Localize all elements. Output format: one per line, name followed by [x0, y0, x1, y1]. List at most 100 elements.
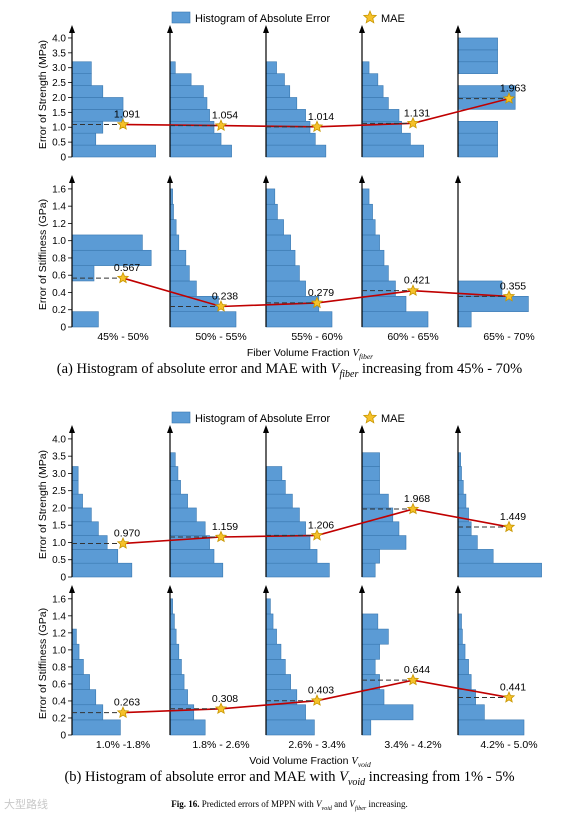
legend-swatch-histogram [171, 11, 191, 24]
caption-b-sub: void [347, 776, 366, 788]
panel-strength: Error of Strength (MPa) 0 0.5 1.0 1.5 2.0 2.5 3… [37, 25, 526, 164]
x-category-label: 55% - 60% [291, 331, 342, 343]
mae-data-label: 0.238 [212, 290, 238, 302]
mae-data-label: 1.159 [212, 521, 238, 533]
mae-data-label: 1.963 [500, 83, 526, 95]
histogram-bin [71, 493, 83, 509]
y-tick-label: 0 [60, 153, 66, 164]
histogram-bin [265, 507, 300, 523]
mae-marker [214, 530, 228, 543]
histogram-bin [361, 549, 380, 564]
mae-marker [310, 694, 324, 706]
axis-arrow [167, 25, 173, 33]
axis-arrow [455, 25, 461, 33]
axis-arrow [69, 25, 75, 33]
caption-a-prefix: (a) Histogram of absolute error and MAE … [56, 361, 327, 377]
histogram-bin [169, 452, 176, 467]
y-tick-label: 1.0 [52, 236, 66, 247]
histogram-bin [457, 144, 498, 158]
axis-arrow [455, 175, 461, 183]
x-axis-label-var: V [351, 756, 359, 767]
histogram-bin [361, 493, 389, 509]
histogram-bin [457, 49, 498, 63]
histogram-bin [71, 73, 92, 86]
histogram-bin [265, 249, 296, 266]
mae-marker [116, 536, 130, 549]
axis-arrow [263, 25, 269, 33]
caption-b-var: V [339, 769, 348, 785]
histogram-bin [361, 613, 379, 630]
y-tick-label: 1.2 [52, 628, 66, 639]
histogram-bin [169, 493, 188, 509]
histogram-bin [457, 659, 469, 675]
histogram-bin [361, 311, 429, 328]
mae-data-label: 0.441 [500, 681, 526, 693]
y-tick-label: 1.5 [52, 521, 66, 532]
histogram-bin [169, 144, 232, 158]
histogram-bin [361, 562, 376, 578]
caption-b-suffix: increasing from 1% - 5% [368, 769, 515, 785]
histogram-0 [69, 585, 121, 736]
mae-marker [116, 117, 130, 130]
legend: Histogram of Absolute Error MAE [171, 9, 405, 25]
histogram-4 [455, 175, 529, 328]
histogram-bin [169, 219, 177, 236]
caption-a-var: V [330, 361, 340, 377]
x-axis-label-text: Void Volume Fraction [249, 755, 351, 767]
axis-arrow [359, 585, 365, 593]
y-tick-label: 1.6 [52, 184, 66, 195]
histogram-bin [71, 507, 92, 523]
axis-arrow [455, 425, 461, 433]
histogram-bin [361, 689, 385, 706]
histogram-bin [169, 562, 224, 578]
axis-arrow [359, 25, 365, 33]
histogram-bin [169, 109, 210, 122]
y-tick-label: 0.8 [52, 662, 66, 673]
x-category-label: 1.8% - 2.6% [192, 739, 249, 751]
histogram-bin [169, 674, 185, 690]
histogram-bin [361, 535, 407, 550]
y-tick-label: 2.5 [52, 78, 66, 89]
caption-b: (b) Histogram of absolute error and MAE … [0, 769, 579, 788]
histogram-bin [71, 562, 133, 578]
histogram-0 [69, 425, 133, 578]
histogram-bin [457, 562, 542, 578]
histogram-bin [169, 689, 188, 706]
x-category-label: 4.2% - 5.0% [480, 739, 537, 751]
histogram-bin [169, 85, 204, 98]
histogram-bin [265, 719, 315, 736]
mae-data-label: 0.644 [404, 664, 430, 676]
caption-a-sub: fiber [339, 368, 359, 380]
y-tick-label: 0.4 [52, 288, 66, 299]
axis-arrow [167, 585, 173, 593]
histogram-bin [169, 97, 208, 110]
y-tick-label: 4.0 [52, 434, 66, 445]
figure-caption-text: Predicted errors of MPPN with [201, 799, 314, 809]
figure-caption-tail: increasing. [368, 799, 408, 809]
legend-swatch-mae [362, 409, 378, 424]
mae-marker [502, 690, 516, 703]
x-axis-label-sub: fiber [359, 352, 373, 361]
axis-arrow [263, 175, 269, 183]
y-tick-label: 1.5 [52, 108, 66, 119]
histogram-bin [71, 311, 99, 328]
axis-arrow [359, 175, 365, 183]
axis-arrow [167, 175, 173, 183]
histogram-bin [361, 507, 394, 523]
histogram-bin [457, 37, 498, 51]
figure-caption-var1: V [316, 799, 322, 809]
histogram-3 [359, 175, 429, 328]
watermark: 大型路线 [4, 798, 48, 811]
mae-data-label: 0.403 [308, 685, 334, 697]
y-tick-label: 2.0 [52, 503, 66, 514]
x-category-label: 3.4% - 4.2% [384, 739, 441, 751]
figure-caption-var2: V [349, 799, 355, 809]
legend-label-mae: MAE [381, 13, 405, 25]
mae-marker [406, 673, 420, 686]
histogram-bin [169, 613, 175, 630]
histogram-bin [361, 73, 379, 86]
histogram-bin [361, 704, 414, 721]
histogram-bin [457, 549, 494, 564]
x-axis-label-text: Fiber Volume Fraction [247, 347, 353, 359]
